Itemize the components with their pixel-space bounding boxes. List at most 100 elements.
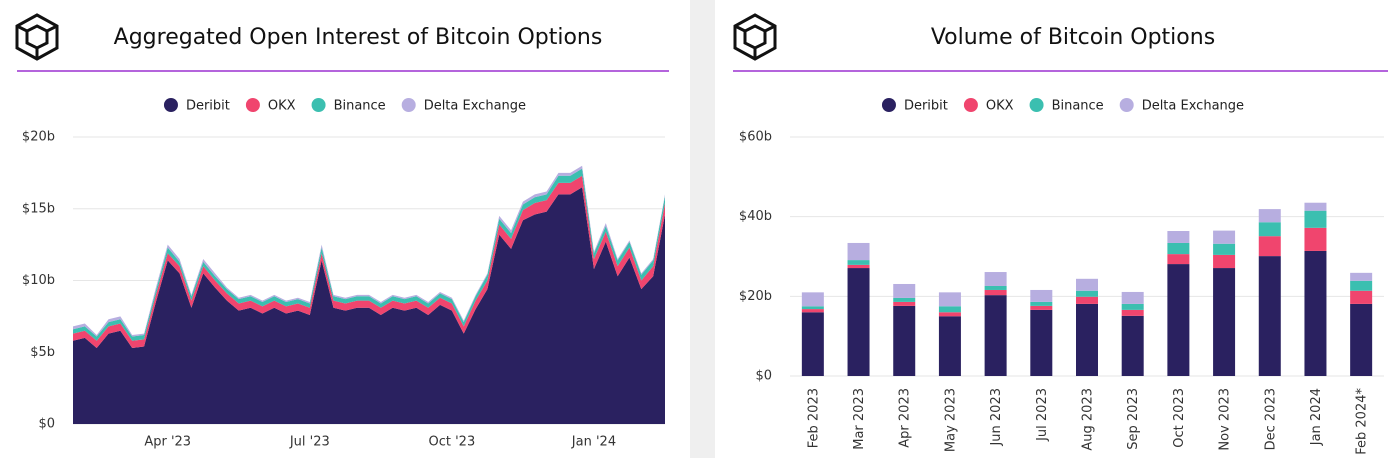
legend-label: OKX (268, 99, 296, 114)
bar-segment (1167, 242, 1190, 255)
bar-segment (1121, 309, 1144, 316)
x-tick-label: Mar 2023 (852, 388, 867, 450)
x-tick-label: Oct 2023 (1172, 388, 1187, 448)
bar-segment (1304, 202, 1327, 211)
bar-segment (1076, 290, 1098, 297)
bar-segment (801, 309, 824, 313)
bar-segment (1350, 303, 1373, 376)
bar-segment (801, 306, 824, 310)
legend-label: OKX (986, 99, 1014, 114)
bar-segment (1076, 278, 1098, 291)
x-tick-label: Jul 2023 (1035, 388, 1050, 442)
bar-segment (1076, 296, 1098, 304)
y-tick-label: $0 (755, 369, 772, 384)
y-tick-label: $5b (30, 345, 55, 360)
y-tick-label: $15b (22, 201, 55, 216)
legend-swatch (881, 98, 896, 112)
bar-segment (1030, 309, 1053, 376)
legend-label: Binance (1052, 99, 1104, 114)
bar-segment (893, 297, 916, 302)
x-tick-label: Apr 2023 (898, 388, 913, 448)
bar-segment (1030, 301, 1053, 306)
chart-title: Aggregated Open Interest of Bitcoin Opti… (114, 25, 603, 50)
x-tick-label: Jul '23 (289, 435, 330, 450)
legend-label: Deribit (904, 99, 948, 114)
y-tick-label: $0 (38, 417, 55, 432)
x-tick-label: Jun 2023 (989, 388, 1004, 447)
y-tick-label: $20b (22, 130, 55, 145)
logo (15, 13, 59, 61)
legend-label: Delta Exchange (424, 99, 526, 114)
bar-segment (1213, 230, 1236, 244)
legend-swatch (311, 98, 326, 112)
bar-segment (1167, 231, 1190, 243)
x-tick-label: Jan '24 (571, 435, 616, 450)
y-tick-label: $10b (22, 273, 55, 288)
bar-segment (847, 260, 870, 265)
legend-label: Binance (334, 99, 386, 114)
area (73, 187, 665, 424)
x-tick-label: Dec 2023 (1263, 388, 1278, 450)
legend-swatch (1029, 98, 1044, 112)
bar-segment (1076, 303, 1098, 376)
legend-swatch (163, 98, 178, 112)
bar-segment (847, 268, 870, 376)
bar-segment (1121, 291, 1144, 304)
bar-segment (1030, 305, 1053, 310)
legend-label: Delta Exchange (1142, 99, 1244, 114)
bar-segment (1258, 222, 1281, 237)
y-tick-label: $60b (739, 130, 772, 145)
bar-segment (893, 283, 916, 298)
bar-segment (1350, 280, 1373, 291)
bar-segment (1304, 227, 1327, 251)
bar-segment (1258, 256, 1281, 376)
bar-segment (1258, 209, 1281, 223)
bar-segment (1304, 210, 1327, 228)
bar-segment (847, 264, 870, 269)
bar-segment (1167, 264, 1190, 376)
bar-segment (1304, 250, 1327, 376)
bar-segment (847, 242, 870, 261)
legend-swatch (401, 98, 416, 112)
x-tick-label: Oct '23 (429, 435, 476, 450)
bar-segment (984, 272, 1007, 286)
bar-segment (1030, 289, 1053, 302)
bar-segment (893, 301, 916, 306)
legend-swatch (963, 98, 978, 112)
bar-segment (938, 312, 961, 317)
bar-segment (938, 306, 961, 313)
bar-segment (984, 289, 1007, 296)
bar-segment (893, 305, 916, 376)
bar-segment (1213, 268, 1236, 376)
x-tick-label: Feb 2024* (1355, 388, 1370, 455)
y-tick-label: $40b (739, 209, 772, 224)
bar-segment (1350, 272, 1373, 281)
bar-segment (938, 292, 961, 307)
bar-segment (984, 285, 1007, 290)
x-tick-label: Feb 2023 (806, 388, 821, 448)
x-tick-label: Jan 2024 (1309, 388, 1324, 446)
bar-segment (1258, 236, 1281, 257)
y-tick-label: $20b (739, 289, 772, 304)
x-tick-label: Apr '23 (144, 435, 191, 450)
bar-segment (1350, 290, 1373, 304)
panel (715, 0, 1400, 458)
bar-segment (984, 295, 1007, 376)
x-tick-label: Nov 2023 (1218, 388, 1233, 451)
legend-swatch (1119, 98, 1134, 112)
logo (733, 13, 777, 61)
bar-segment (938, 316, 961, 376)
bar-segment (1121, 303, 1144, 310)
chart-title: Volume of Bitcoin Options (931, 25, 1215, 50)
bar-segment (801, 292, 824, 307)
bar-segment (801, 312, 824, 376)
x-tick-label: Sep 2023 (1126, 388, 1141, 450)
x-tick-label: Aug 2023 (1081, 388, 1096, 451)
legend-label: Deribit (186, 99, 230, 114)
bar-segment (1167, 254, 1190, 265)
bar-segment (1213, 254, 1236, 269)
bar-segment (1213, 243, 1236, 255)
bar-segment (1121, 315, 1144, 376)
legend-swatch (245, 98, 260, 112)
